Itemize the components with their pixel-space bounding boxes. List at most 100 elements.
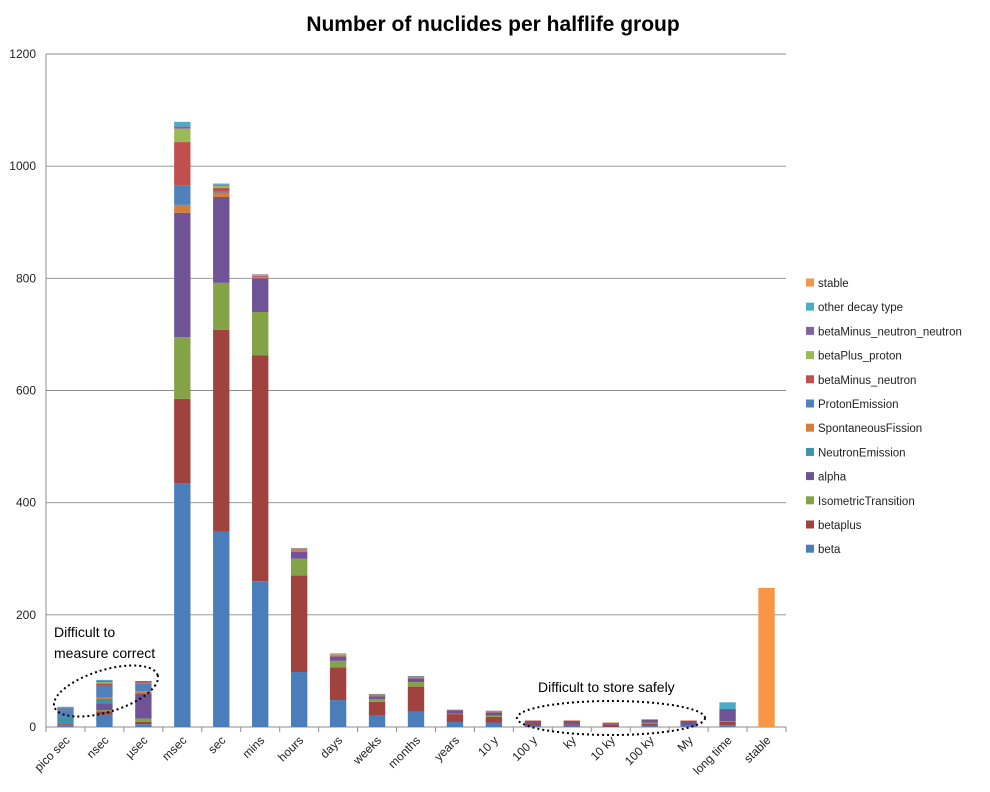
x-tick-label: days: [317, 733, 345, 761]
bar-alpha-7: [329, 656, 347, 661]
x-tick-label: µsec: [122, 733, 150, 761]
bar-other-decay-type-1: [96, 679, 113, 682]
x-tick-label: weeks: [350, 733, 385, 768]
bar-isometrictransition-15: [641, 722, 658, 724]
bar-alpha-2: [135, 693, 152, 719]
bar-betaplus-0: [57, 724, 74, 726]
y-tick-label: 200: [16, 608, 36, 622]
bar-other-decay-type-3: [174, 121, 191, 127]
bar-betaminus-neutron-4: [213, 188, 230, 192]
annotation-measure-text: Difficult to: [54, 624, 115, 640]
bar-spontaneousfission-7: [329, 655, 347, 657]
bar-betaminus-neutron-neutron-2: [135, 681, 152, 683]
bar-spontaneousfission-10: [446, 709, 464, 711]
bar-beta-7: [329, 700, 347, 727]
bar-isometrictransition-17: [719, 721, 736, 722]
x-tick-label: 100 y: [509, 733, 540, 764]
bar-betaminus-neutron-neutron-3: [174, 126, 191, 129]
bar-neutronemission-0: [57, 716, 74, 724]
bar-betaminus-neutron-neutron-5: [252, 274, 269, 275]
bar-betaplus-15: [641, 723, 658, 726]
bar-spontaneousfission-6: [290, 550, 308, 553]
y-tick-label: 0: [29, 720, 36, 734]
x-tick-label: 10 ky: [588, 733, 618, 763]
bar-alpha-11: [485, 712, 503, 716]
bar-betaplus-proton-6: [290, 548, 308, 550]
x-tick-label: pico sec: [32, 733, 73, 774]
annotation-store-text: Difficult to store safely: [538, 679, 675, 695]
legend-swatch: [806, 472, 814, 481]
y-tick-label: 800: [16, 271, 36, 285]
bar-betaplus-1: [96, 711, 113, 715]
bar-beta-5: [252, 581, 269, 727]
legend-swatch: [806, 326, 814, 335]
bar-beta-3: [174, 483, 191, 727]
legend-swatch: [806, 278, 814, 287]
legend-label: betaplus: [818, 520, 862, 532]
legend-label: stable: [818, 278, 849, 290]
bar-protonemission-3: [174, 185, 191, 205]
bar-alpha-5: [252, 278, 269, 312]
bar-spontaneousfission-11: [485, 711, 503, 713]
chart-title: Number of nuclides per halflife group: [306, 13, 679, 36]
bar-betaminus-neutron-3: [174, 142, 191, 186]
bar-betaminus-neutron-neutron-7: [329, 653, 347, 655]
bar-alpha-10: [446, 710, 464, 714]
bar-alpha-1: [96, 703, 113, 711]
bar-betaplus-7: [329, 667, 347, 701]
x-tick-label: hours: [275, 733, 306, 764]
legend-label: other decay type: [818, 302, 903, 314]
y-tick-label: 400: [16, 496, 36, 510]
bar-beta-13: [563, 725, 580, 727]
bar-spontaneousfission-15: [641, 719, 658, 720]
axes: [45, 54, 787, 732]
x-tick-label: years: [431, 733, 462, 764]
bar-betaplus-3: [174, 398, 191, 484]
annotation-measure-ellipse: [52, 664, 160, 718]
bar-betaplus-proton-8: [368, 694, 386, 696]
bar-isometrictransition-11: [485, 715, 503, 717]
x-tick-label: nsec: [84, 733, 112, 761]
x-tick-labels: pico sec nsec µsec msec sec mins hours days week…: [32, 733, 774, 778]
legend-label: betaMinus_neutron_neutron: [818, 326, 962, 338]
bar-betaplus-2: [135, 721, 152, 725]
bar-isometrictransition-6: [290, 558, 308, 576]
bar-alpha-4: [213, 197, 230, 283]
bar-betaplus-13: [563, 724, 580, 726]
legend: stable other decay type betaMinus_neutron_…: [806, 278, 962, 556]
bar-isometrictransition-7: [329, 660, 347, 668]
legend-label: IsometricTransition: [818, 496, 915, 508]
bar-alpha-12: [524, 720, 542, 724]
bar-betaminus-neutron-8: [368, 695, 386, 696]
y-tick-labels: 0 200 400 600 800 1000 1200: [9, 47, 36, 734]
bar-alpha-13: [563, 720, 580, 725]
bar-alpha-16: [680, 720, 697, 726]
bar-betaminus-neutron-6: [290, 549, 308, 551]
x-tick-label: ky: [561, 733, 579, 751]
bar-spontaneousfission-3: [174, 204, 191, 213]
bar-alpha-8: [368, 696, 386, 699]
bar-betaminus-neutron-9: [407, 677, 425, 678]
bar-betaplus-5: [252, 355, 269, 582]
bar-alpha-14: [602, 723, 619, 725]
bar-betaplus-8: [368, 701, 386, 716]
bar-betaminus-neutron-5: [252, 276, 269, 278]
bar-spontaneousfission-1: [96, 697, 113, 699]
bar-stable-18: [758, 587, 775, 727]
bar-alpha-0: [57, 723, 74, 725]
legend-label: betaPlus_proton: [818, 351, 902, 363]
y-tick-label: 600: [16, 384, 36, 398]
bar-betaminus-neutron-7: [329, 654, 347, 656]
bar-alpha-3: [174, 212, 191, 338]
bar-betaminus-neutron-neutron-4: [213, 184, 230, 186]
bar-isometrictransition-10: [446, 713, 464, 715]
bar-betaplus-proton-7: [329, 654, 347, 655]
legend-label: beta: [818, 544, 841, 556]
legend-label: betaMinus_neutron: [818, 375, 916, 387]
bar-betaminus-neutron-neutron-11: [485, 710, 503, 712]
bar-betaplus-6: [290, 575, 308, 673]
legend-swatch: [806, 302, 814, 311]
bar-beta-2: [135, 724, 152, 727]
gridlines: [46, 53, 786, 616]
bar-betaplus-proton-9: [407, 676, 425, 678]
